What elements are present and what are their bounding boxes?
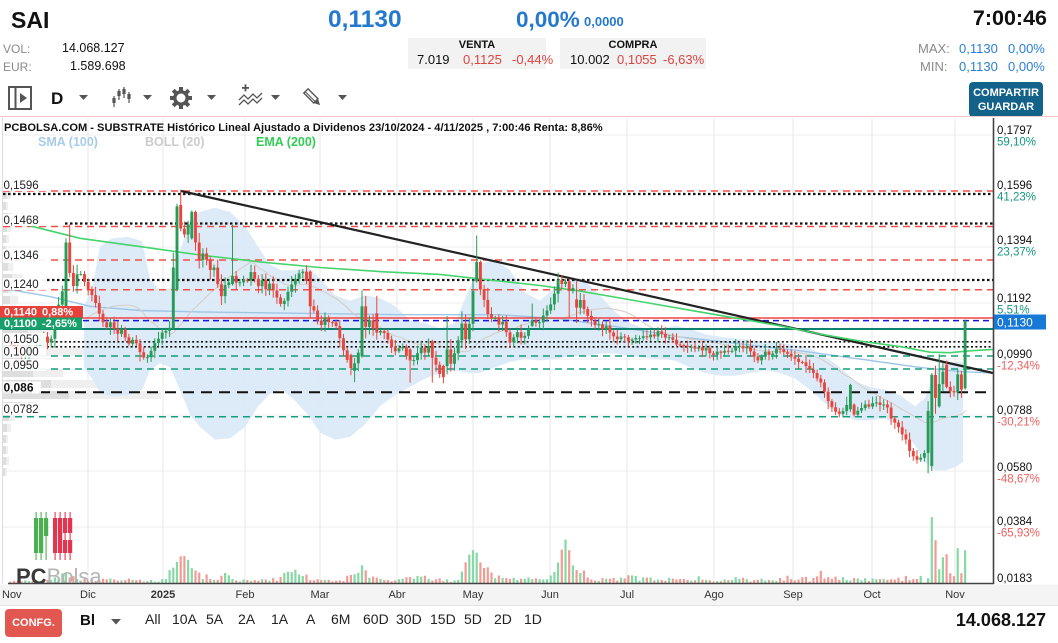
svg-text:Nov: Nov — [945, 589, 965, 601]
svg-text:0,0580: 0,0580 — [997, 462, 1032, 474]
svg-text:0,1394: 0,1394 — [997, 235, 1033, 247]
svg-text:0,1797: 0,1797 — [997, 125, 1032, 137]
svg-text:Sep: Sep — [783, 589, 803, 601]
svg-text:23,37%: 23,37% — [997, 247, 1036, 259]
svg-text:0,1596: 0,1596 — [4, 180, 39, 192]
svg-text:2025: 2025 — [151, 589, 175, 601]
svg-text:-12,34%: -12,34% — [997, 361, 1040, 373]
svg-text:Nov: Nov — [2, 589, 22, 601]
svg-text:0,1346: 0,1346 — [4, 250, 39, 262]
svg-text:0,1130: 0,1130 — [997, 316, 1033, 330]
svg-text:D: D — [51, 89, 63, 108]
svg-text:May: May — [463, 589, 484, 601]
svg-text:Dic: Dic — [80, 589, 96, 601]
svg-text:0,0183: 0,0183 — [997, 573, 1032, 585]
svg-text:Mar: Mar — [311, 589, 330, 601]
svg-text:Abr: Abr — [388, 589, 405, 601]
svg-text:0,1240: 0,1240 — [4, 279, 39, 291]
svg-text:Oct: Oct — [863, 589, 880, 601]
svg-text:SMA (100): SMA (100) — [38, 135, 98, 149]
svg-text:0,0990: 0,0990 — [997, 349, 1032, 361]
svg-text:Ago: Ago — [704, 589, 724, 601]
svg-text:-2,65%: -2,65% — [42, 318, 77, 330]
svg-text:0,1468: 0,1468 — [4, 215, 39, 227]
svg-text:41,23%: 41,23% — [997, 192, 1036, 204]
svg-text:0,086: 0,086 — [4, 381, 34, 395]
svg-text:BOLL (20): BOLL (20) — [145, 135, 205, 149]
svg-text:0,0384: 0,0384 — [997, 516, 1033, 528]
svg-text:0,1100: 0,1100 — [4, 318, 37, 330]
svg-text:-30,21%: -30,21% — [997, 417, 1040, 429]
svg-text:0,0788: 0,0788 — [997, 405, 1032, 417]
svg-text:0,1050: 0,1050 — [4, 334, 39, 346]
svg-text:0,1000: 0,1000 — [4, 347, 39, 359]
svg-text:59,10%: 59,10% — [997, 137, 1036, 149]
svg-text:PCBolsa: PCBolsa — [16, 564, 102, 589]
svg-text:PCBOLSA.COM - SUBSTRATE Histór: PCBOLSA.COM - SUBSTRATE Histórico Lineal… — [4, 122, 603, 134]
svg-text:0,1596: 0,1596 — [997, 180, 1032, 192]
svg-text:0,0950: 0,0950 — [4, 360, 39, 372]
svg-text:Feb: Feb — [236, 589, 255, 601]
svg-text:Jul: Jul — [620, 589, 634, 601]
svg-text:0,88%: 0,88% — [42, 307, 73, 319]
svg-text:5,51%: 5,51% — [997, 305, 1030, 317]
svg-text:Jun: Jun — [541, 589, 559, 601]
svg-text:0,1192: 0,1192 — [997, 293, 1031, 305]
svg-text:EMA (200): EMA (200) — [256, 135, 316, 149]
svg-text:0,0782: 0,0782 — [4, 404, 39, 416]
svg-text:0,1140: 0,1140 — [4, 307, 37, 319]
svg-text:-65,93%: -65,93% — [997, 528, 1040, 540]
svg-text:-48,67%: -48,67% — [997, 474, 1040, 486]
